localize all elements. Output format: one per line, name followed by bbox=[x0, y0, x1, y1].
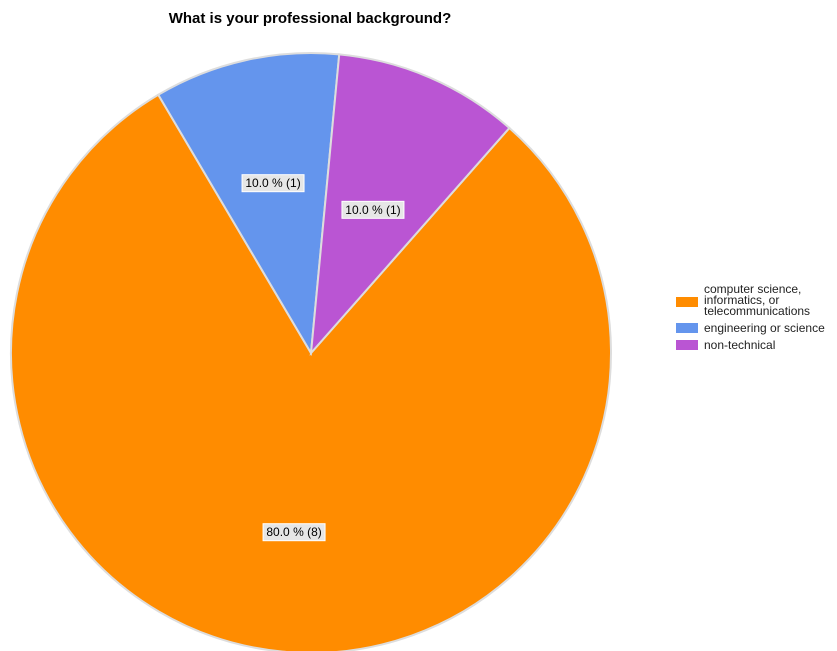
legend-item-cs: computer science, informatics, or teleco… bbox=[676, 282, 836, 318]
legend-item-engineering: engineering or science bbox=[676, 321, 836, 335]
legend-item-nontechnical: non-technical bbox=[676, 338, 836, 352]
pie-slice-engineering bbox=[156, 52, 341, 357]
pie-slice-cs bbox=[10, 93, 612, 651]
legend-swatch-cs bbox=[676, 297, 698, 307]
legend: computer science, informatics, or teleco… bbox=[676, 282, 836, 357]
legend-label-nontechnical: non-technical bbox=[704, 338, 776, 352]
svg-text:80.0 % (8): 80.0 % (8) bbox=[266, 525, 321, 539]
slice-label-nontechnical: 10.0 % (1) bbox=[341, 200, 405, 219]
slice-label-cs: 80.0 % (8) bbox=[262, 523, 326, 542]
svg-text:10.0 % (1): 10.0 % (1) bbox=[245, 176, 300, 190]
legend-swatch-engineering bbox=[676, 323, 698, 333]
legend-swatch-nontechnical bbox=[676, 340, 698, 350]
svg-text:10.0 % (1): 10.0 % (1) bbox=[345, 203, 400, 217]
slice-label-engineering: 10.0 % (1) bbox=[241, 174, 305, 193]
legend-label-cs-line1: computer science, bbox=[704, 282, 802, 296]
legend-label-cs-line3: telecommunications bbox=[704, 304, 811, 318]
chart-title: What is your professional background? bbox=[168, 10, 452, 27]
legend-label-engineering: engineering or science bbox=[704, 321, 825, 335]
pie-slice-nontechnical bbox=[309, 53, 511, 356]
legend-label-cs-line2: informatics, or bbox=[704, 293, 780, 307]
